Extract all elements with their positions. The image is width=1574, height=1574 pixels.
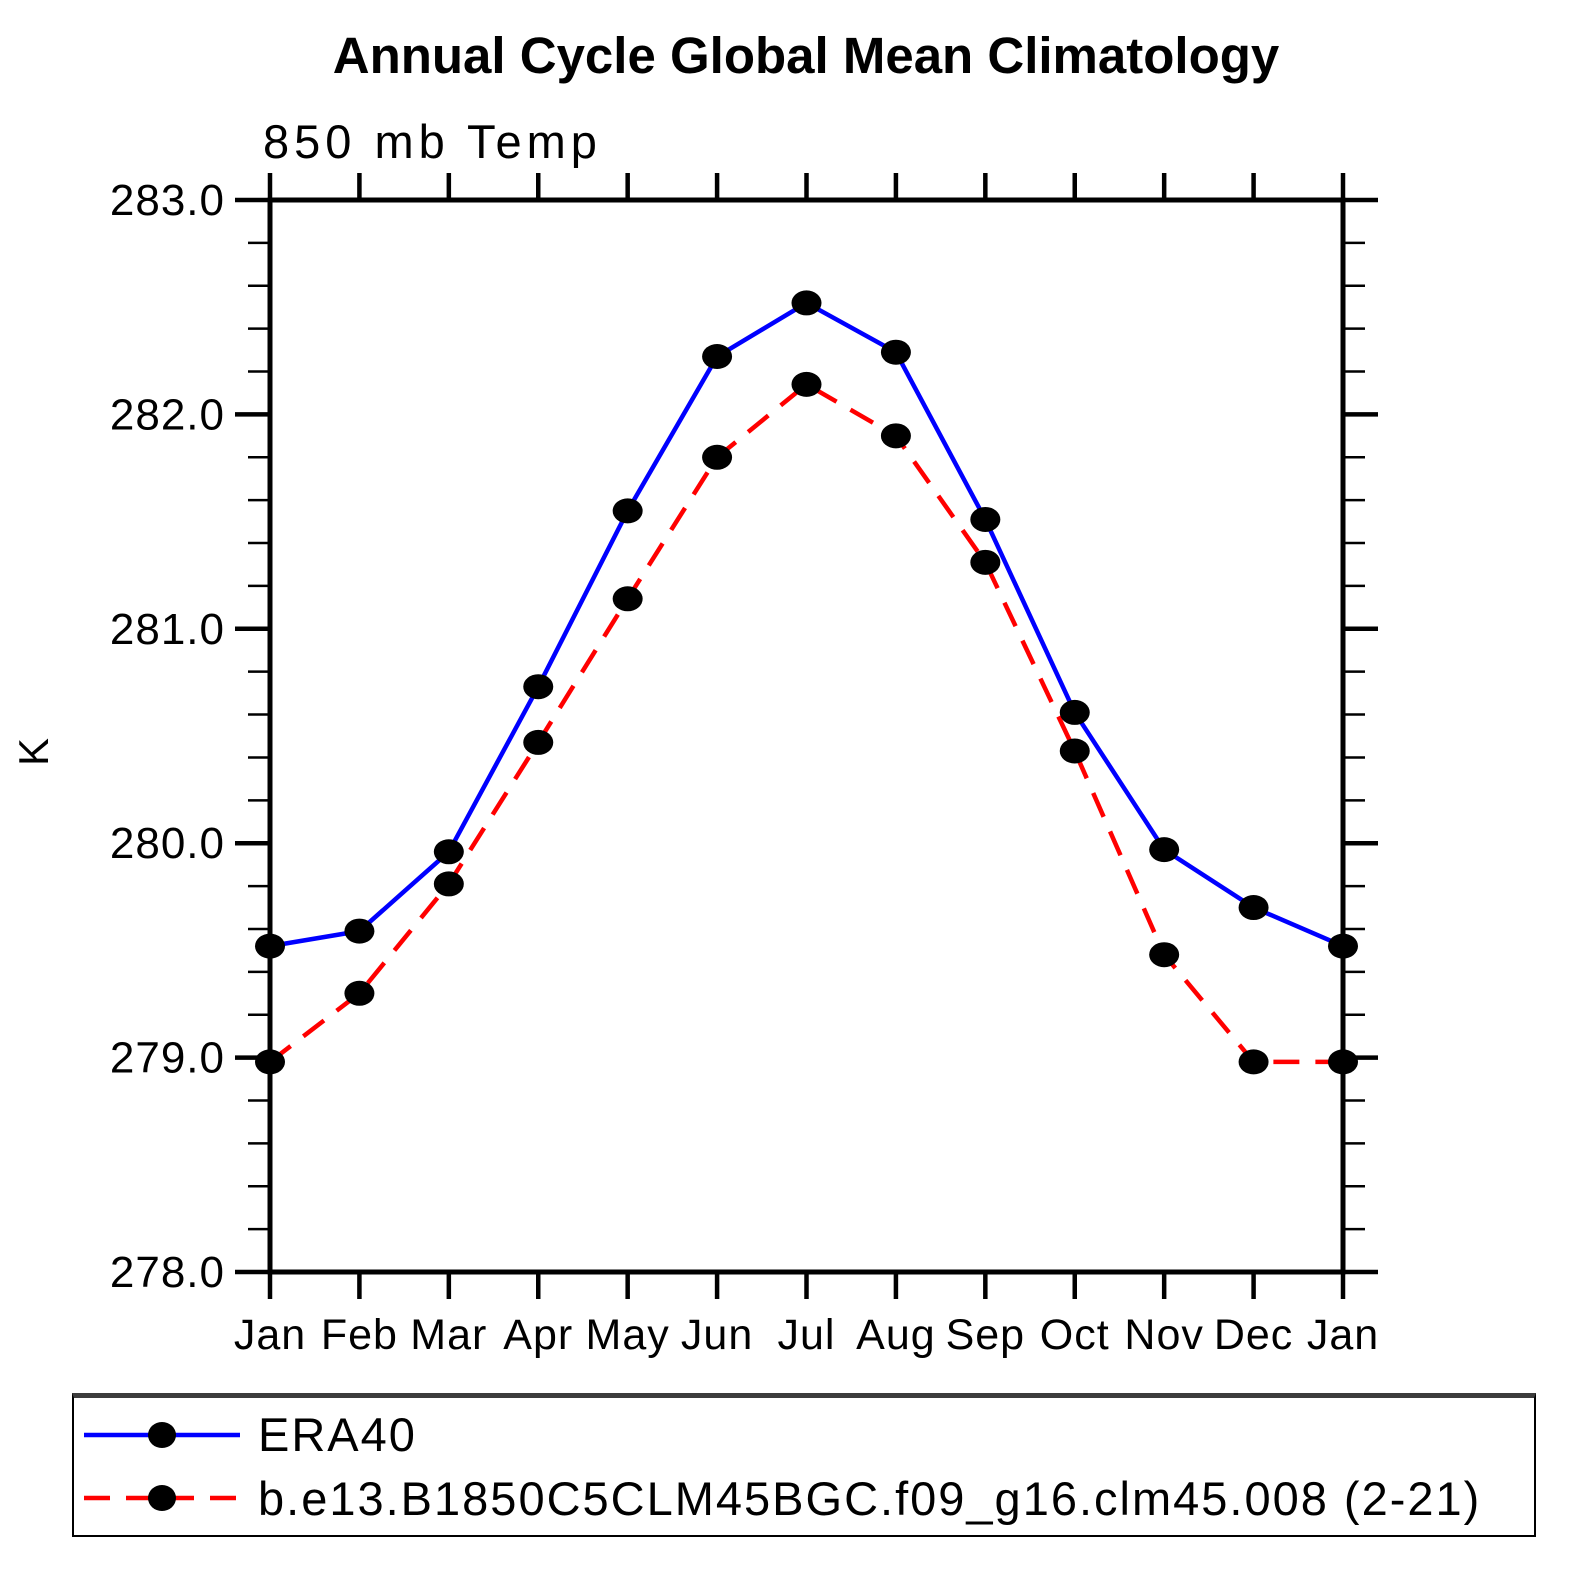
y-tick-label: 279.0	[110, 1034, 225, 1083]
data-point	[433, 871, 464, 897]
x-tick-label: Nov	[1124, 1311, 1203, 1359]
x-tick-label: Mar	[410, 1311, 487, 1359]
data-point	[1149, 942, 1180, 968]
legend-sample-dashed-line	[84, 1485, 240, 1512]
data-series	[255, 290, 1358, 1075]
data-point	[791, 290, 822, 316]
data-point	[344, 918, 375, 944]
y-axis-unit-label: K	[10, 738, 57, 766]
x-tick-label: Jul	[778, 1311, 836, 1359]
data-point	[880, 423, 911, 449]
y-tick-label: 280.0	[110, 819, 225, 868]
legend-item-model-run: b.e13.B1850C5CLM45BGC.f09_g16.clm45.008 …	[80, 1467, 1528, 1529]
y-tick-label: 282.0	[110, 390, 225, 439]
series-line-model	[268, 382, 1343, 1065]
x-tick-label: Oct	[1040, 1311, 1110, 1359]
data-point	[880, 339, 911, 365]
data-point	[970, 506, 1001, 532]
data-point	[523, 729, 554, 755]
data-point	[1238, 895, 1269, 921]
y-tick-label: 278.0	[110, 1248, 225, 1297]
data-point	[1059, 738, 1090, 764]
chart-subtitle: 850 mb Temp	[263, 115, 602, 168]
x-tick-label: Aug	[856, 1311, 936, 1359]
x-tick-label: Apr	[503, 1311, 573, 1359]
data-point	[612, 586, 643, 612]
series-line-era40	[269, 300, 1344, 949]
legend: ERA40 b.e13.B1850C5CLM45BGC.f09_g16.clm4…	[72, 1393, 1536, 1537]
data-point	[255, 1049, 285, 1075]
data-point	[255, 933, 285, 959]
data-point	[612, 498, 643, 524]
data-point	[433, 839, 464, 865]
data-point	[791, 371, 822, 397]
legend-marker-dot-icon	[148, 1421, 176, 1448]
data-point	[1328, 1049, 1358, 1075]
axis-tick-labels: Jan Feb Mar Apr May Jun Jul Aug Sep Oct Nov Dec Jan2…	[110, 176, 1379, 1359]
data-point	[1149, 837, 1180, 863]
axes	[235, 173, 1378, 1299]
x-tick-label: Jan	[234, 1311, 306, 1359]
data-point	[702, 344, 733, 370]
chart-title: Annual Cycle Global Mean Climatology	[333, 27, 1280, 84]
legend-sample-solid-line	[84, 1421, 240, 1448]
x-tick-label: Feb	[321, 1311, 398, 1359]
data-point	[1238, 1049, 1269, 1075]
data-point	[702, 444, 733, 470]
y-tick-label: 283.0	[110, 176, 225, 225]
data-point	[1328, 933, 1358, 959]
legend-item-era40: ERA40	[80, 1404, 1528, 1466]
legend-marker-dot-icon	[148, 1485, 176, 1512]
x-tick-label: Sep	[946, 1311, 1026, 1359]
x-tick-label: May	[586, 1311, 670, 1359]
x-tick-label: Dec	[1214, 1311, 1293, 1359]
data-point	[344, 980, 375, 1006]
plot-frame	[267, 197, 1346, 1275]
data-point	[970, 549, 1001, 575]
data-point	[523, 674, 554, 700]
x-tick-label: Jun	[681, 1311, 753, 1359]
data-point	[1059, 699, 1090, 725]
y-tick-label: 281.0	[110, 605, 225, 654]
x-tick-label: Jan	[1307, 1311, 1379, 1359]
legend-label-model-run: b.e13.B1850C5CLM45BGC.f09_g16.clm45.008 …	[258, 1471, 1482, 1525]
legend-label-era40: ERA40	[258, 1408, 417, 1462]
